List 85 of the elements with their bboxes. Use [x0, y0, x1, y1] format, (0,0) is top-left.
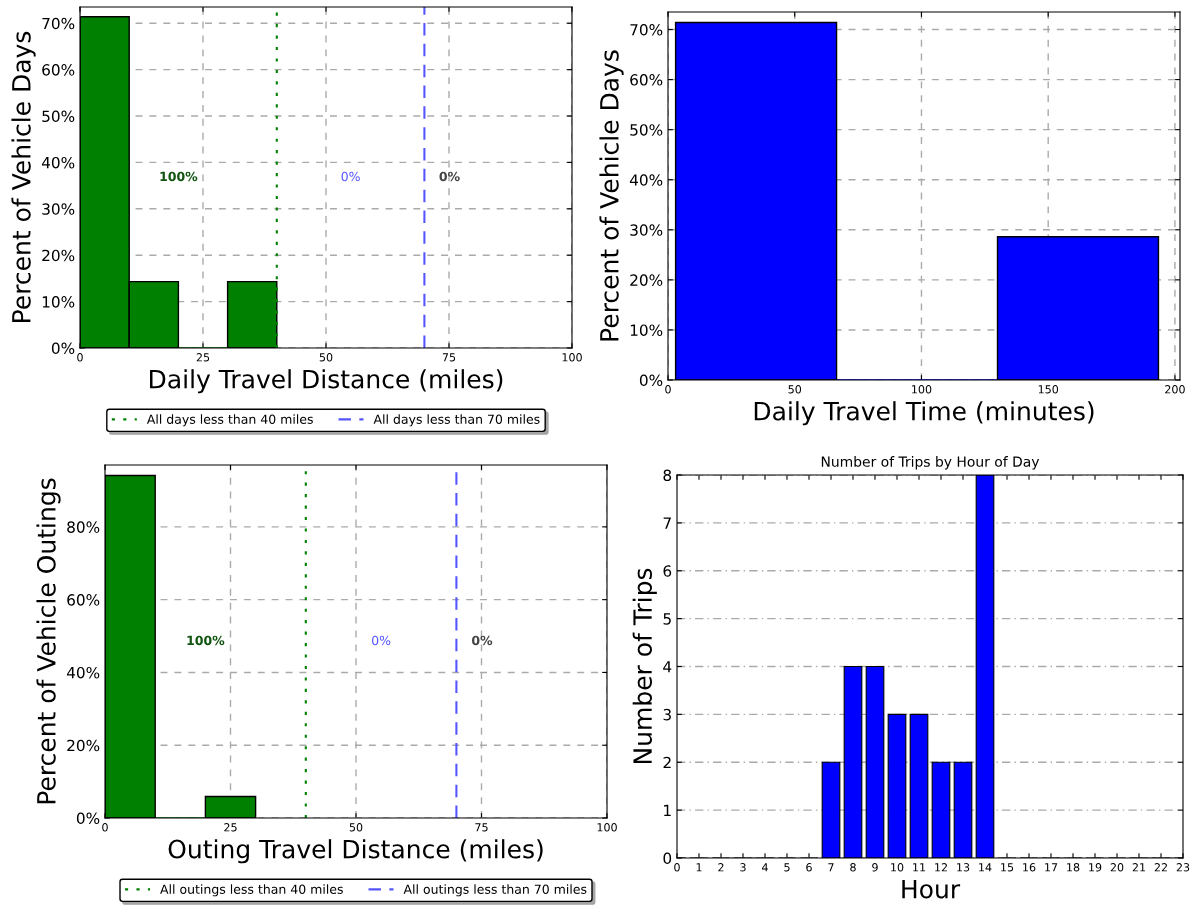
- annotation: 100%: [187, 635, 225, 646]
- legend-label: All days less than 40 miles: [146, 414, 313, 427]
- y-tick-label: 2: [663, 756, 671, 769]
- x-tick-label: 2: [718, 863, 724, 872]
- y-axis-title: Percent of Vehicle Days: [599, 50, 624, 341]
- x-tick-label: 150: [1038, 385, 1059, 394]
- x-axis-title: Daily Travel Distance (miles): [150, 369, 503, 394]
- x-tick-label: 13: [957, 863, 970, 872]
- y-tick-label: 3: [663, 708, 671, 721]
- legend-label: All days less than 70 miles: [373, 414, 540, 427]
- x-tick-label: 10: [891, 863, 904, 872]
- x-tick-label: 50: [788, 385, 802, 394]
- annotation: 100%: [160, 171, 198, 182]
- x-tick-label: 100: [912, 385, 932, 394]
- x-tick-label: 8: [850, 863, 856, 872]
- y-tick-label: 40%: [66, 666, 100, 679]
- y-tick-label: 7: [663, 517, 671, 529]
- x-tick-label: 17: [1045, 863, 1058, 872]
- y-tick-label: 10%: [630, 324, 663, 336]
- y-tick-label: 40%: [629, 174, 663, 186]
- y-tick-label: 30%: [630, 224, 663, 236]
- x-axis-title: Daily Travel Time (minutes): [754, 401, 1094, 426]
- x-axis-title: Hour: [902, 879, 961, 899]
- x-tick-label: 4: [762, 863, 768, 872]
- y-tick-label: 60%: [42, 64, 75, 76]
- annotation: 0%: [471, 635, 493, 646]
- x-tick-label: 50: [319, 353, 333, 362]
- y-tick-label: 70%: [42, 17, 75, 30]
- y-tick-label: 60%: [67, 594, 100, 606]
- y-tick-label: 10%: [42, 296, 75, 308]
- chart-title: Number of Trips by Hour of Day: [821, 456, 1040, 470]
- x-tick-label: 21: [1132, 863, 1146, 872]
- x-tick-label: 3: [740, 863, 746, 872]
- y-tick-label: 20%: [42, 249, 75, 262]
- x-axis-title: Outing Travel Distance (miles): [168, 839, 543, 864]
- x-tick-label: 100: [562, 353, 582, 362]
- x-tick-label: 9: [872, 863, 878, 872]
- x-tick-label: 7: [828, 863, 834, 872]
- x-tick-label: 5: [784, 863, 790, 872]
- legend-label: All outings less than 70 miles: [403, 884, 587, 897]
- y-axis-title: Percent of Vehicle Outings: [36, 478, 61, 804]
- x-tick-label: 12: [935, 863, 947, 872]
- x-tick-label: 14: [979, 863, 992, 872]
- x-tick-label: 50: [349, 823, 363, 832]
- x-tick-label: 23: [1176, 863, 1190, 872]
- x-tick-label: 20: [1110, 863, 1124, 872]
- x-tick-label: 0: [102, 823, 108, 832]
- y-tick-label: 60%: [630, 74, 663, 86]
- x-tick-label: 100: [597, 823, 617, 832]
- y-tick-label: 50%: [630, 124, 663, 136]
- y-tick-label: 20%: [67, 739, 100, 752]
- x-tick-label: 19: [1089, 863, 1102, 872]
- x-tick-label: 15: [1001, 863, 1014, 872]
- x-tick-label: 22: [1154, 863, 1167, 872]
- annotation: 0%: [439, 171, 460, 182]
- y-tick-label: 5: [663, 613, 671, 625]
- y-tick-label: 20%: [630, 274, 663, 286]
- y-tick-label: 70%: [630, 23, 663, 36]
- y-tick-label: 8: [663, 469, 672, 482]
- annotation: 0%: [341, 171, 360, 182]
- x-tick-label: 6: [806, 863, 812, 872]
- y-axis-title: Percent of Vehicle Days: [11, 31, 36, 322]
- x-tick-label: 25: [196, 353, 210, 362]
- x-tick-label: 200: [1165, 385, 1185, 394]
- y-axis-title: Number of Trips: [632, 568, 657, 764]
- y-tick-label: 0%: [639, 374, 663, 387]
- legend-label: All outings less than 40 miles: [160, 884, 343, 897]
- x-tick-label: 18: [1067, 863, 1080, 872]
- y-tick-label: 30%: [42, 203, 75, 215]
- x-tick-label: 1: [696, 863, 702, 872]
- y-tick-label: 4: [663, 661, 672, 673]
- y-tick-label: 0%: [76, 812, 100, 825]
- x-tick-label: 11: [913, 863, 926, 872]
- y-tick-label: 1: [664, 804, 671, 816]
- x-tick-label: 25: [224, 823, 237, 832]
- y-tick-label: 50%: [42, 110, 75, 123]
- x-tick-label: 75: [475, 823, 488, 832]
- annotation: 0%: [372, 635, 391, 646]
- y-tick-label: 0%: [51, 342, 75, 355]
- y-tick-label: 80%: [67, 521, 100, 533]
- x-tick-label: 0: [674, 863, 680, 872]
- x-tick-label: 16: [1023, 863, 1036, 872]
- x-tick-label: 75: [442, 353, 456, 362]
- y-tick-label: 6: [663, 565, 672, 577]
- y-tick-label: 40%: [41, 156, 75, 169]
